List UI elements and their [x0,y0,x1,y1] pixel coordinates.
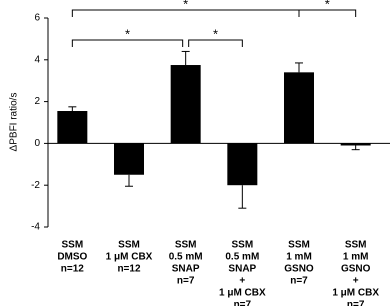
y-tick-label: 0 [34,138,40,149]
significance-bracket [298,9,357,17]
x-tick-label: 1 mM [343,252,369,263]
significance-label: * [325,0,330,11]
significance-label: * [183,0,188,11]
y-tick-label: 6 [34,13,40,24]
x-tick-label: n=7 [347,300,365,306]
x-tick-label: 1 μM CBX [106,252,153,263]
bar [340,143,371,146]
significance-bracket [71,39,184,47]
x-tick-label: SSM [118,240,140,251]
significance-label: * [213,26,218,41]
x-tick-label: 0.5 mM [169,252,203,263]
y-tick-label: 2 [34,96,40,107]
x-tick-label: 1 μM CBX [219,288,266,299]
x-tick-label: SSM [231,240,253,251]
bar [114,143,144,175]
x-tick-label: SSM [175,240,197,251]
x-tick-label: SNAP [228,264,256,275]
bar [227,143,258,186]
x-tick-label: n=12 [61,264,85,275]
y-tick-label: -4 [31,222,40,233]
x-tick-label: DMSO [57,252,87,263]
bar [284,72,314,144]
x-tick-label: n=7 [290,276,308,287]
x-tick-label: 1 mM [286,252,312,263]
bar [170,65,201,144]
x-tick-label: GSNO [341,264,371,275]
y-axis-label: ΔPBFI ratio/s [9,93,20,152]
x-tick-label: SSM [288,240,310,251]
x-tick-label: GSNO [284,264,314,275]
x-tick-label: 1 μM CBX [332,288,379,299]
y-tick-label: -2 [31,180,40,191]
significance-label: * [125,26,130,41]
significance-bracket [188,39,243,47]
x-tick-label: 0.5 mM [225,252,259,263]
x-tick-label: + [353,276,359,287]
x-tick-label: n=12 [117,264,141,275]
x-tick-label: SSM [61,240,83,251]
y-tick-label: 4 [34,54,40,65]
x-tick-label: + [239,276,245,287]
x-tick-label: SSM [345,240,367,251]
x-tick-label: n=7 [177,276,195,287]
x-tick-label: SNAP [172,264,200,275]
x-tick-label: n=7 [234,300,252,306]
bar [57,111,88,144]
